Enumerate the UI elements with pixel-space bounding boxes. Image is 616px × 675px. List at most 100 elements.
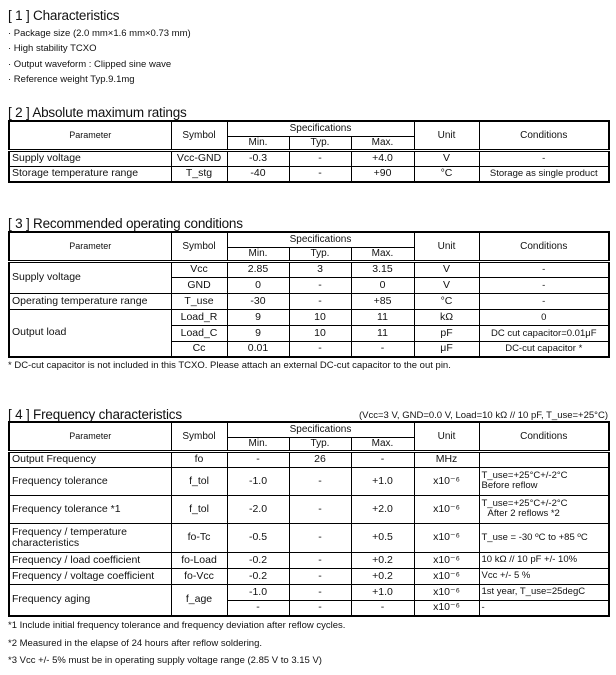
table-row: Load_C 9 10 11 pF DC cut capacitor=0.01μF [9, 324, 610, 342]
min-cell: -1.0 [226, 466, 290, 496]
conditions-text: Storage as single product [489, 168, 598, 180]
bullet: · Reference weight Typ.9.1mg [8, 74, 135, 85]
conditions-cell: T_use = -30 ºC to +85 ºC [478, 522, 610, 553]
symbol-cell: Vcc [170, 260, 228, 278]
conditions-text: - [542, 279, 546, 291]
header-parameter: Parameter [8, 120, 172, 152]
min-cell: -0.2 [226, 567, 290, 585]
section-4-title: [ 4 ] Frequency characteristics [8, 407, 182, 422]
table-row: Operating temperature range T_use -30- +85 °… [8, 292, 610, 310]
min-cell: 9 [226, 308, 290, 326]
conditions-cell: T_use=+25°C+/-2°C Before reflow [478, 466, 610, 496]
table-row: Supply voltage Vcc-GND -0.3- +4.0 V - [8, 149, 610, 167]
typ-cell: 10 [288, 308, 352, 326]
header-typ: Typ. [288, 135, 352, 152]
conditions-text: DC-cut capacitor * [505, 343, 583, 355]
typ-cell: - [288, 583, 352, 601]
bullet: · High stability TCXO [8, 43, 97, 54]
header-unit: Unit [413, 120, 480, 152]
unit-cell: x10⁻⁶ [413, 599, 480, 617]
header-specifications: Specifications [226, 421, 415, 438]
symbol-cell: Vcc-GND [170, 149, 228, 167]
header-unit: Unit [413, 231, 480, 263]
header-conditions: Conditions [478, 421, 610, 453]
unit-cell: V [413, 276, 480, 294]
conditions-text: 1st year, T_use=25degC [481, 586, 586, 597]
typ-cell: - [288, 522, 352, 553]
typ-cell: - [288, 551, 352, 569]
header-conditions: Conditions [478, 120, 610, 152]
typ-cell: 10 [288, 324, 352, 342]
parameter-cell: Storage temperature range [8, 165, 172, 183]
header-typ: Typ. [288, 246, 352, 263]
bullet: · Package size (2.0 mm×1.6 mm×0.73 mm) [8, 28, 191, 39]
min-cell: 2.85 [226, 260, 290, 278]
unit-cell: x10⁻⁶ [413, 494, 480, 524]
unit-cell: kΩ [413, 308, 480, 326]
table-row: Frequency tolerance f_tol -1.0- +1.0 x10⁻⁶ T_… [8, 466, 610, 496]
max-cell: - [350, 340, 415, 358]
conditions-cell: DC cut capacitor=0.01μF [478, 324, 610, 342]
conditions-cell: 10 kΩ // 10 pF +/- 10% [478, 551, 610, 569]
table-row: Cc 0.01- - μF DC-cut capacitor * [9, 340, 610, 358]
conditions-text: T_use = -30 ºC to +85 ºC [481, 531, 588, 543]
max-cell: +85 [350, 292, 415, 310]
min-cell: - [226, 450, 290, 468]
conditions-cell: DC-cut capacitor * [478, 340, 610, 358]
header-parameter: Parameter [8, 231, 172, 263]
parameter-cell: Output Frequency [8, 450, 172, 468]
symbol-cell: T_stg [170, 165, 228, 183]
symbol-cell: Cc [170, 340, 228, 358]
min-cell: -0.2 [226, 551, 290, 569]
table-row: Output Frequency fo -26- MHz [8, 450, 610, 468]
header-specifications: Specifications [226, 231, 415, 248]
conditions-cell: 1st year, T_use=25degC [478, 583, 610, 601]
header-conditions: Conditions [478, 231, 610, 263]
max-cell: +1.0 [350, 583, 415, 601]
table-row: - - - x10⁻⁶ - [9, 599, 610, 617]
symbol-cell: fo-Tc [170, 522, 228, 553]
min-cell: -2.0 [226, 494, 290, 524]
conditions-text: T_use=+25°C+/-2°C [481, 470, 568, 481]
header-symbol: Symbol [170, 231, 228, 263]
symbol-cell: f_tol [170, 494, 228, 524]
typ-cell: - [288, 466, 352, 496]
header-symbol: Symbol [170, 421, 228, 453]
table-row: Frequency / temperature characteristics f… [8, 522, 610, 553]
max-cell: +4.0 [350, 149, 415, 167]
unit-cell: x10⁻⁶ [413, 551, 480, 569]
header-specifications: Specifications [226, 120, 415, 137]
symbol-cell: fo [170, 450, 228, 468]
table-row: Storage temperature range T_stg -40- +90 °C S… [8, 165, 610, 183]
conditions-text: - [481, 601, 485, 613]
symbol-cell: fo-Vcc [170, 567, 228, 585]
typ-cell: - [288, 149, 352, 167]
symbol-cell: f_tol [170, 466, 228, 496]
min-cell: 0 [226, 276, 290, 294]
header-max: Max. [350, 246, 415, 263]
parameter-cell: Frequency / voltage coefficient [8, 567, 172, 585]
parameter-cell: Operating temperature range [8, 292, 172, 310]
min-cell: -0.3 [226, 149, 290, 167]
typ-cell: 26 [288, 450, 352, 468]
max-cell: +90 [350, 165, 415, 183]
header-min: Min. [226, 135, 290, 152]
table-row: Frequency aging f_age -1.0- +1.0 x10⁻⁶ 1st ye… [8, 583, 610, 617]
parameter-cell: Frequency aging [8, 583, 172, 617]
conditions-cell: - [478, 292, 610, 310]
conditions-text: - [542, 264, 546, 275]
max-cell: +0.2 [350, 567, 415, 585]
max-cell: 11 [350, 324, 415, 342]
symbol-cell: f_age [170, 583, 228, 617]
footnote: *2 Measured in the elapse of 24 hours af… [8, 638, 263, 649]
typ-cell: - [288, 340, 352, 358]
parameter-cell: Supply voltage [8, 260, 172, 294]
conditions-cell [478, 450, 610, 468]
symbol-cell: Load_C [170, 324, 228, 342]
symbol-cell: Load_R [170, 308, 228, 326]
absolute-max-ratings-table: Parameter Symbol Specifications Unit Conditi… [8, 120, 610, 183]
conditions-text: 10 kΩ // 10 pF +/- 10% [481, 554, 578, 565]
header-symbol: Symbol [170, 120, 228, 152]
parameter-cell: Frequency tolerance *1 [8, 494, 172, 524]
section-3-title: [ 3 ] Recommended operating conditions [8, 216, 243, 231]
